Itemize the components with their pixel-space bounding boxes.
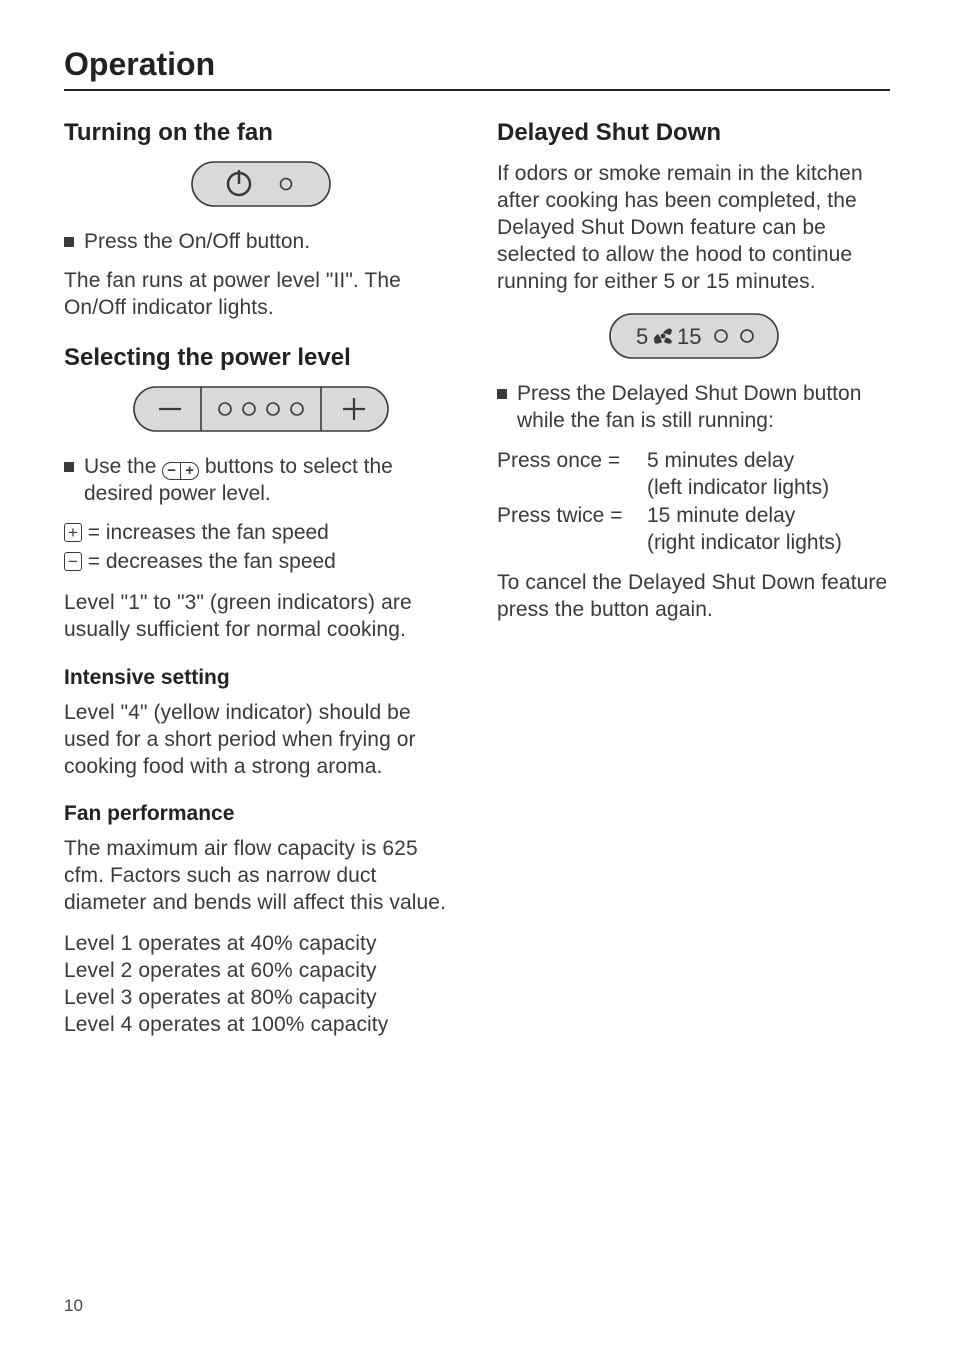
text-level4: Level 4 operates at 100% capacity <box>64 1012 457 1039</box>
text-cancel: To cancel the Delayed Shut Down feature … <box>497 570 890 624</box>
press-once-note: (left indicator lights) <box>647 474 829 501</box>
right-column: Delayed Shut Down If odors or smoke rema… <box>497 119 890 1053</box>
heading-turning-on: Turning on the fan <box>64 119 457 147</box>
legend-decrease: − = decreases the fan speed <box>64 548 457 576</box>
text-increase: = increases the fan speed <box>82 521 329 544</box>
plus-minus-inline-icon: −+ <box>162 462 199 480</box>
title-rule <box>64 89 890 91</box>
heading-fan-performance: Fan performance <box>64 802 457 826</box>
press-once-label: Press once = <box>497 447 647 502</box>
heading-intensive: Intensive setting <box>64 666 457 690</box>
onoff-pill-figure <box>64 161 457 207</box>
text-press-onoff: Press the On/Off button. <box>84 229 310 256</box>
text-fan-runs: The fan runs at power level "II". The On… <box>64 268 457 322</box>
bullet-square-icon <box>64 237 74 247</box>
text-level3: Level 3 operates at 80% capacity <box>64 985 457 1012</box>
text-levels-green: Level "1" to "3" (green indicators) are … <box>64 590 457 644</box>
press-table: Press once = 5 minutes delay (left indic… <box>497 447 890 556</box>
plus-box-icon: + <box>64 523 82 542</box>
plus-minus-selector-icon <box>133 386 389 432</box>
press-once-value: 5 minutes delay <box>647 447 829 474</box>
press-once-row: Press once = 5 minutes delay (left indic… <box>497 447 890 502</box>
heading-delayed: Delayed Shut Down <box>497 119 890 147</box>
bullet-use-buttons: Use the −+ buttons to select the desired… <box>64 454 457 508</box>
text-fan-performance: The maximum air flow capacity is 625 cfm… <box>64 836 457 917</box>
text-decrease: = decreases the fan speed <box>82 550 336 573</box>
text-level2: Level 2 operates at 60% capacity <box>64 958 457 985</box>
speed-legend: + = increases the fan speed − = decrease… <box>64 519 457 576</box>
text-use-buttons-a: Use the <box>84 455 162 478</box>
capacity-list: Level 1 operates at 40% capacity Level 2… <box>64 931 457 1039</box>
text-intensive: Level "4" (yellow indicator) should be u… <box>64 700 457 781</box>
delay-pill-figure: 5 15 <box>497 313 890 359</box>
legend-increase: + = increases the fan speed <box>64 519 457 547</box>
bullet-square-icon <box>64 462 74 472</box>
press-twice-value: 15 minute delay <box>647 502 842 529</box>
text-use-buttons: Use the −+ buttons to select the desired… <box>84 454 457 508</box>
text-press-delayed: Press the Delayed Shut Down button while… <box>517 381 890 435</box>
press-twice-note: (right indicator lights) <box>647 529 842 556</box>
minus-box-icon: − <box>64 552 82 571</box>
onoff-button-icon <box>191 161 331 207</box>
press-twice-row: Press twice = 15 minute delay (right ind… <box>497 502 890 557</box>
delay-button-icon: 5 15 <box>609 313 779 359</box>
heading-selecting-level: Selecting the power level <box>64 344 457 372</box>
svg-text:5: 5 <box>636 324 648 349</box>
left-column: Turning on the fan Press the On/Off butt… <box>64 119 457 1053</box>
level-pill-figure <box>64 386 457 432</box>
text-level1: Level 1 operates at 40% capacity <box>64 931 457 958</box>
page-title: Operation <box>64 46 890 83</box>
bullet-press-onoff: Press the On/Off button. <box>64 229 457 256</box>
page-number: 10 <box>64 1296 83 1316</box>
svg-text:15: 15 <box>677 324 701 349</box>
text-delayed-body: If odors or smoke remain in the kitchen … <box>497 161 890 295</box>
content-columns: Turning on the fan Press the On/Off butt… <box>64 119 890 1053</box>
press-twice-label: Press twice = <box>497 502 647 557</box>
bullet-square-icon <box>497 389 507 399</box>
bullet-press-delayed: Press the Delayed Shut Down button while… <box>497 381 890 435</box>
